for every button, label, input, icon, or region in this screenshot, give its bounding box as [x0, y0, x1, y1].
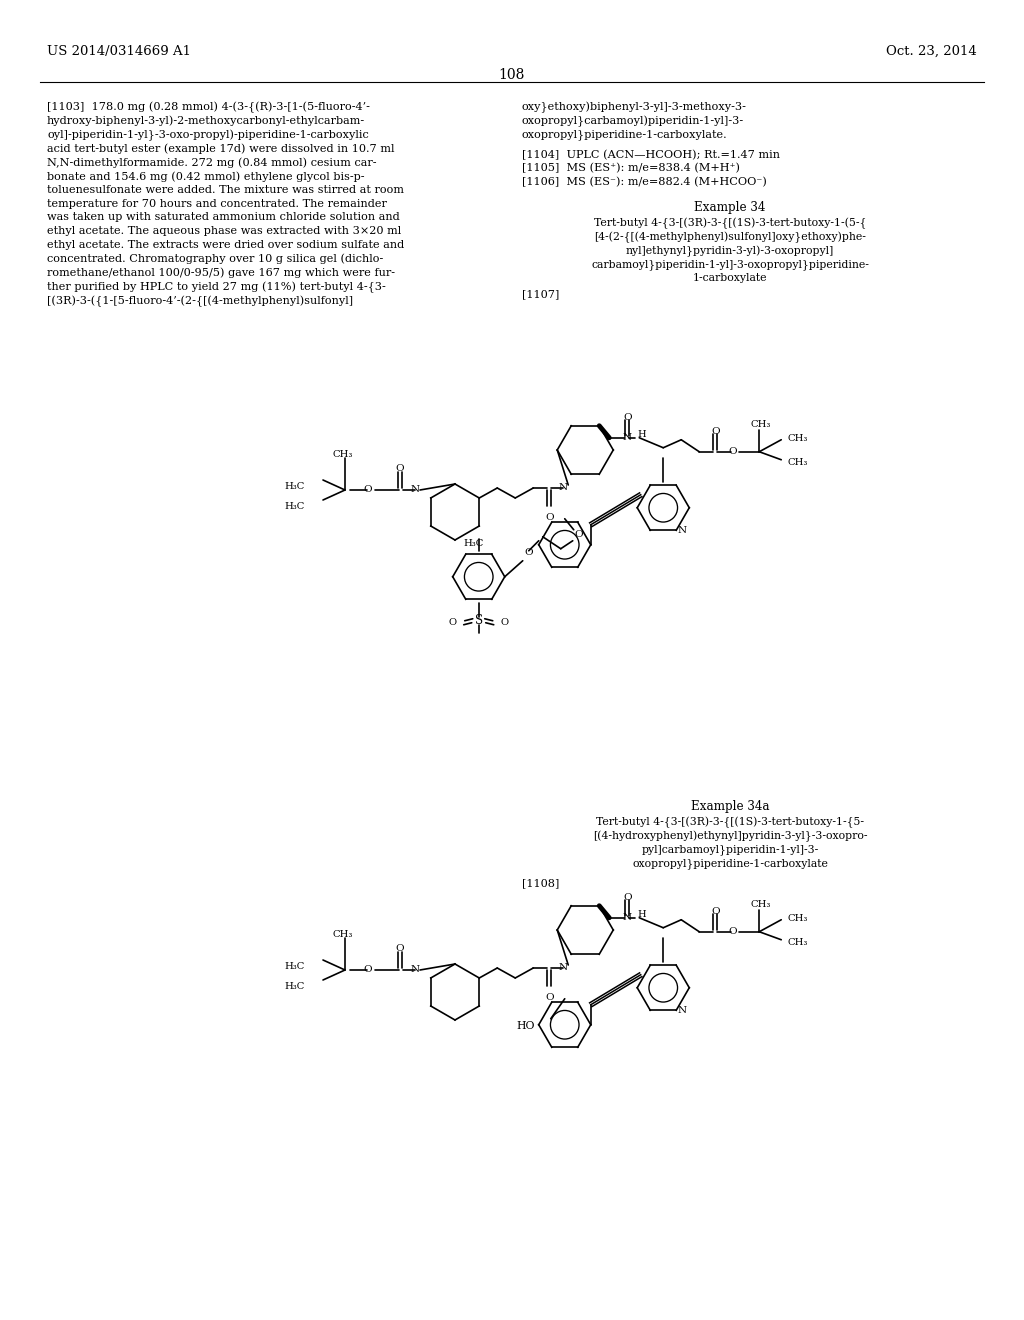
Text: HO: HO [516, 1020, 535, 1031]
Text: 1-carboxylate: 1-carboxylate [693, 273, 767, 282]
Text: H₃C: H₃C [464, 539, 484, 548]
Text: bonate and 154.6 mg (0.42 mmol) ethylene glycol bis-p-: bonate and 154.6 mg (0.42 mmol) ethylene… [47, 172, 365, 182]
Text: N: N [623, 913, 631, 923]
Text: O: O [395, 944, 404, 953]
Text: [1105]  MS (ES⁺): m/e=838.4 (M+H⁺): [1105] MS (ES⁺): m/e=838.4 (M+H⁺) [522, 164, 740, 173]
Text: O: O [395, 465, 404, 473]
Text: oyl]-piperidin-1-yl}-3-oxo-propyl)-piperidine-1-carboxylic: oyl]-piperidin-1-yl}-3-oxo-propyl)-piper… [47, 129, 369, 141]
Text: O: O [623, 413, 632, 422]
Text: ethyl acetate. The aqueous phase was extracted with 3×20 ml: ethyl acetate. The aqueous phase was ext… [47, 226, 401, 236]
Text: hydroxy-biphenyl-3-yl)-2-methoxycarbonyl-ethylcarbam-: hydroxy-biphenyl-3-yl)-2-methoxycarbonyl… [47, 116, 366, 127]
Text: CH₃: CH₃ [787, 913, 808, 923]
Text: romethane/ethanol 100/0-95/5) gave 167 mg which were fur-: romethane/ethanol 100/0-95/5) gave 167 m… [47, 268, 395, 279]
Text: H₃C: H₃C [285, 982, 305, 991]
Text: Tert-butyl 4-{3-[(3R)-3-{[(1S)-3-tert-butoxy-1-{5-: Tert-butyl 4-{3-[(3R)-3-{[(1S)-3-tert-bu… [596, 817, 864, 828]
Text: [1106]  MS (ES⁻): m/e=882.4 (M+HCOO⁻): [1106] MS (ES⁻): m/e=882.4 (M+HCOO⁻) [522, 177, 767, 187]
Text: [1103]  178.0 mg (0.28 mmol) 4-(3-{(R)-3-[1-(5-fluoro-4’-: [1103] 178.0 mg (0.28 mmol) 4-(3-{(R)-3-… [47, 102, 370, 114]
Text: oxopropyl}carbamoyl)piperidin-1-yl]-3-: oxopropyl}carbamoyl)piperidin-1-yl]-3- [522, 116, 744, 127]
Text: was taken up with saturated ammonium chloride solution and: was taken up with saturated ammonium chl… [47, 213, 399, 222]
Text: CH₃: CH₃ [787, 434, 808, 442]
Text: oxopropyl}piperidine-1-carboxylate: oxopropyl}piperidine-1-carboxylate [632, 858, 828, 869]
Text: H₃C: H₃C [285, 962, 305, 972]
Text: O: O [711, 426, 720, 436]
Text: [4-(2-{[(4-methylphenyl)sulfonyl]oxy}ethoxy)phe-: [4-(2-{[(4-methylphenyl)sulfonyl]oxy}eth… [594, 231, 866, 243]
Text: Oct. 23, 2014: Oct. 23, 2014 [886, 45, 977, 58]
Text: O: O [728, 447, 736, 457]
Text: carbamoyl}piperidin-1-yl]-3-oxopropyl}piperidine-: carbamoyl}piperidin-1-yl]-3-oxopropyl}pi… [591, 259, 869, 269]
Text: CH₃: CH₃ [333, 931, 353, 939]
Text: N: N [677, 525, 686, 535]
Text: CH₃: CH₃ [787, 937, 808, 946]
Text: O: O [711, 907, 720, 916]
Text: H₃C: H₃C [285, 502, 305, 511]
Text: O: O [449, 618, 457, 627]
Text: O: O [574, 531, 583, 540]
Text: N: N [623, 433, 631, 442]
Text: concentrated. Chromatography over 10 g silica gel (dichlo-: concentrated. Chromatography over 10 g s… [47, 253, 383, 264]
Text: oxy}ethoxy)biphenyl-3-yl]-3-methoxy-3-: oxy}ethoxy)biphenyl-3-yl]-3-methoxy-3- [522, 102, 746, 114]
Text: H: H [637, 909, 646, 919]
Text: N: N [411, 965, 420, 974]
Text: H: H [637, 430, 646, 438]
Text: Tert-butyl 4-{3-[(3R)-3-{[(1S)-3-tert-butoxy-1-(5-{: Tert-butyl 4-{3-[(3R)-3-{[(1S)-3-tert-bu… [594, 218, 866, 228]
Text: [1107]: [1107] [522, 289, 559, 300]
Text: [1108]: [1108] [522, 878, 559, 888]
Text: [(3R)-3-({1-[5-fluoro-4’-(2-{[(4-methylphenyl)sulfonyl]: [(3R)-3-({1-[5-fluoro-4’-(2-{[(4-methylp… [47, 296, 353, 306]
Text: S: S [475, 614, 482, 627]
Text: toluenesulfonate were added. The mixture was stirred at room: toluenesulfonate were added. The mixture… [47, 185, 404, 195]
Text: CH₃: CH₃ [333, 450, 353, 459]
Text: O: O [545, 993, 554, 1002]
Text: pyl]carbamoyl}piperidin-1-yl]-3-: pyl]carbamoyl}piperidin-1-yl]-3- [641, 845, 818, 855]
Text: [(4-hydroxyphenyl)ethynyl]pyridin-3-yl}-3-oxopro-: [(4-hydroxyphenyl)ethynyl]pyridin-3-yl}-… [593, 830, 867, 842]
Text: Example 34: Example 34 [694, 201, 766, 214]
Text: O: O [501, 618, 509, 627]
Text: temperature for 70 hours and concentrated. The remainder: temperature for 70 hours and concentrate… [47, 198, 387, 209]
Text: N,N-dimethylformamide. 272 mg (0.84 mmol) cesium car-: N,N-dimethylformamide. 272 mg (0.84 mmol… [47, 157, 377, 168]
Text: CH₃: CH₃ [750, 900, 770, 908]
Text: O: O [623, 892, 632, 902]
Text: O: O [364, 486, 373, 495]
Text: N: N [559, 964, 568, 973]
Text: N: N [411, 486, 420, 495]
Text: nyl]ethynyl}pyridin-3-yl)-3-oxopropyl]: nyl]ethynyl}pyridin-3-yl)-3-oxopropyl] [626, 246, 835, 256]
Text: H₃C: H₃C [285, 482, 305, 491]
Text: ther purified by HPLC to yield 27 mg (11%) tert-butyl 4-{3-: ther purified by HPLC to yield 27 mg (11… [47, 281, 386, 293]
Text: Example 34a: Example 34a [691, 800, 769, 813]
Text: O: O [524, 548, 534, 557]
Text: acid tert-butyl ester (example 17d) were dissolved in 10.7 ml: acid tert-butyl ester (example 17d) were… [47, 144, 394, 154]
Text: [1104]  UPLC (ACN—HCOOH); Rt.=1.47 min: [1104] UPLC (ACN—HCOOH); Rt.=1.47 min [522, 149, 780, 160]
Text: O: O [728, 927, 736, 936]
Text: ethyl acetate. The extracts were dried over sodium sulfate and: ethyl acetate. The extracts were dried o… [47, 240, 404, 249]
Text: US 2014/0314669 A1: US 2014/0314669 A1 [47, 45, 191, 58]
Text: 108: 108 [499, 69, 525, 82]
Text: O: O [545, 513, 554, 521]
Text: N: N [559, 483, 568, 492]
Text: O: O [364, 965, 373, 974]
Text: N: N [677, 1006, 686, 1015]
Text: CH₃: CH₃ [750, 420, 770, 429]
Text: oxopropyl}piperidine-1-carboxylate.: oxopropyl}piperidine-1-carboxylate. [522, 129, 728, 140]
Text: CH₃: CH₃ [787, 458, 808, 467]
